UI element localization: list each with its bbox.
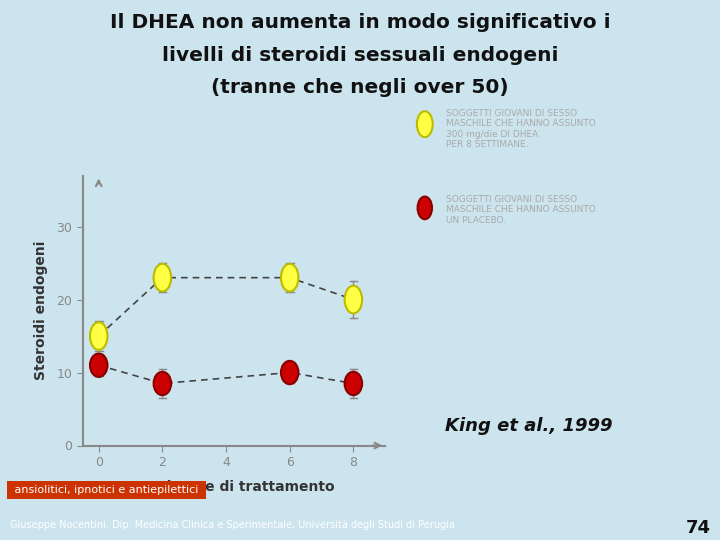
Ellipse shape — [90, 354, 107, 377]
Y-axis label: Steroidi endogeni: Steroidi endogeni — [34, 241, 48, 380]
Ellipse shape — [153, 264, 171, 292]
Ellipse shape — [345, 372, 362, 395]
Text: (tranne che negli over 50): (tranne che negli over 50) — [211, 78, 509, 97]
Text: SOGGETTI GIOVANI DI SESSO
MASCHILE CHE HANNO ASSUNTO
300 mg/die DI DHEA
PER 8 SE: SOGGETTI GIOVANI DI SESSO MASCHILE CHE H… — [446, 109, 596, 149]
X-axis label: Settimane di trattamento: Settimane di trattamento — [134, 480, 334, 494]
Text: Giuseppe Nocentini, Dip. Medicina Clinica e Sperimentale, Università degli Studi: Giuseppe Nocentini, Dip. Medicina Clinic… — [10, 519, 455, 530]
Text: SOGGETTI GIOVANI DI SESSO
MASCHILE CHE HANNO ASSUNTO
UN PLACEBO.: SOGGETTI GIOVANI DI SESSO MASCHILE CHE H… — [446, 195, 596, 225]
Text: ansiolitici, ipnotici e antiepilettici: ansiolitici, ipnotici e antiepilettici — [11, 485, 202, 495]
Ellipse shape — [345, 286, 362, 313]
Ellipse shape — [281, 361, 299, 384]
Text: King et al., 1999: King et al., 1999 — [446, 417, 613, 435]
Ellipse shape — [153, 372, 171, 395]
Text: Il DHEA non aumenta in modo significativo i: Il DHEA non aumenta in modo significativ… — [109, 14, 611, 32]
Text: 74: 74 — [686, 519, 711, 537]
Ellipse shape — [281, 264, 299, 292]
Text: livelli di steroidi sessuali endogeni: livelli di steroidi sessuali endogeni — [162, 46, 558, 65]
Ellipse shape — [90, 322, 107, 350]
